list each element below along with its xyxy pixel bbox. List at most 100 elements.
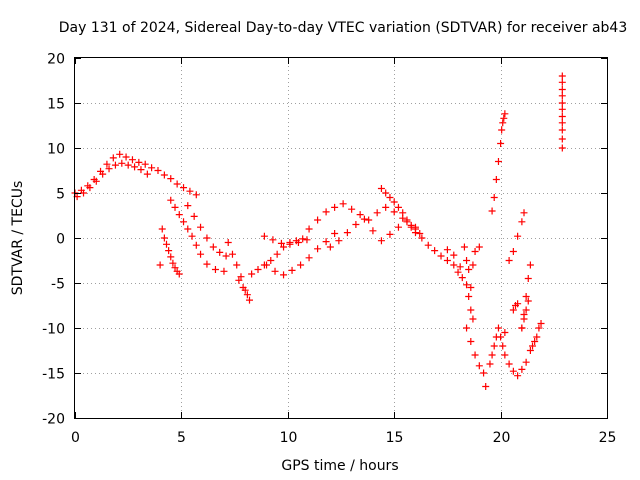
data-point (303, 236, 311, 244)
series-track-i (263, 230, 339, 279)
data-point (143, 170, 151, 178)
data-point (305, 254, 313, 262)
data-point (220, 267, 228, 275)
data-point (524, 275, 532, 282)
data-point (486, 360, 494, 368)
data-point (305, 225, 313, 233)
data-point (520, 315, 528, 323)
data-point (277, 239, 285, 247)
series-track-v (518, 297, 532, 332)
data-point (558, 135, 566, 143)
data-point (165, 247, 173, 255)
data-point (522, 293, 530, 300)
data-point (471, 248, 479, 255)
y-tick-label: -10 (42, 322, 65, 338)
data-point (122, 153, 130, 161)
data-point (169, 259, 177, 267)
data-point (163, 240, 171, 248)
data-point (175, 270, 183, 278)
data-point (411, 225, 419, 233)
data-point (465, 266, 473, 273)
series-track-j (305, 200, 424, 237)
data-point (184, 225, 192, 233)
data-point (390, 208, 398, 216)
data-point (437, 252, 445, 260)
data-point (263, 261, 271, 269)
data-point (222, 252, 230, 260)
data-point (352, 221, 360, 228)
y-tick-label: -15 (42, 367, 65, 383)
data-point (382, 189, 390, 197)
series-track-u (509, 261, 534, 332)
data-point (322, 238, 330, 246)
data-point (203, 260, 211, 268)
data-point (407, 223, 415, 231)
data-point (394, 223, 402, 231)
data-point (509, 248, 517, 255)
data-point (514, 300, 522, 308)
data-point (450, 261, 458, 269)
data-point (488, 351, 496, 359)
data-point (382, 203, 390, 211)
data-point (192, 191, 200, 199)
y-tick-label: 20 (47, 52, 65, 68)
data-point (369, 227, 377, 235)
data-point (160, 234, 168, 242)
plot-area (71, 72, 566, 390)
data-point (197, 223, 205, 231)
data-point (167, 196, 175, 204)
data-point (186, 187, 194, 195)
y-tick-label: -5 (51, 277, 65, 293)
data-point (501, 351, 509, 359)
data-point (558, 113, 566, 120)
data-point (529, 342, 537, 350)
data-point (498, 126, 506, 134)
data-point (469, 315, 477, 323)
x-axis-label: GPS time / hours (281, 458, 398, 474)
data-point (137, 166, 145, 174)
series-track-r (488, 110, 509, 215)
data-point (360, 215, 368, 223)
data-point (190, 212, 198, 220)
data-point (235, 276, 243, 284)
data-point (505, 257, 513, 264)
data-point (497, 333, 505, 341)
data-point (92, 177, 100, 185)
data-point (492, 176, 500, 183)
y-tick-label: 5 (56, 187, 65, 203)
y-tick-label: 15 (47, 97, 65, 113)
data-point (450, 251, 458, 259)
x-tick-label: 10 (280, 430, 298, 446)
data-point (167, 253, 175, 261)
data-point (482, 383, 490, 390)
x-tick-label: 25 (599, 430, 617, 446)
data-point (141, 160, 149, 168)
data-point (424, 241, 432, 249)
data-point (509, 367, 517, 375)
series-track-x (558, 72, 566, 152)
data-point (490, 342, 498, 350)
y-axis-label: SDTVAR / TECUs (10, 181, 26, 296)
series-track-f (224, 239, 253, 304)
data-point (558, 72, 566, 80)
series-track-q (486, 324, 509, 368)
data-point (297, 261, 305, 269)
data-point (522, 358, 530, 366)
data-point (533, 333, 541, 341)
data-point (480, 369, 488, 377)
data-point (326, 243, 334, 251)
data-point (558, 92, 566, 100)
data-point (239, 284, 247, 291)
data-point (531, 338, 539, 345)
data-point (116, 150, 124, 158)
plot-frame (74, 57, 608, 419)
data-point (167, 175, 175, 183)
data-point (514, 232, 522, 240)
data-point (273, 250, 281, 258)
data-point (154, 167, 162, 174)
data-point (494, 324, 502, 332)
data-point (465, 293, 473, 300)
data-point (224, 239, 232, 246)
data-point (160, 171, 168, 179)
data-point (467, 338, 475, 345)
